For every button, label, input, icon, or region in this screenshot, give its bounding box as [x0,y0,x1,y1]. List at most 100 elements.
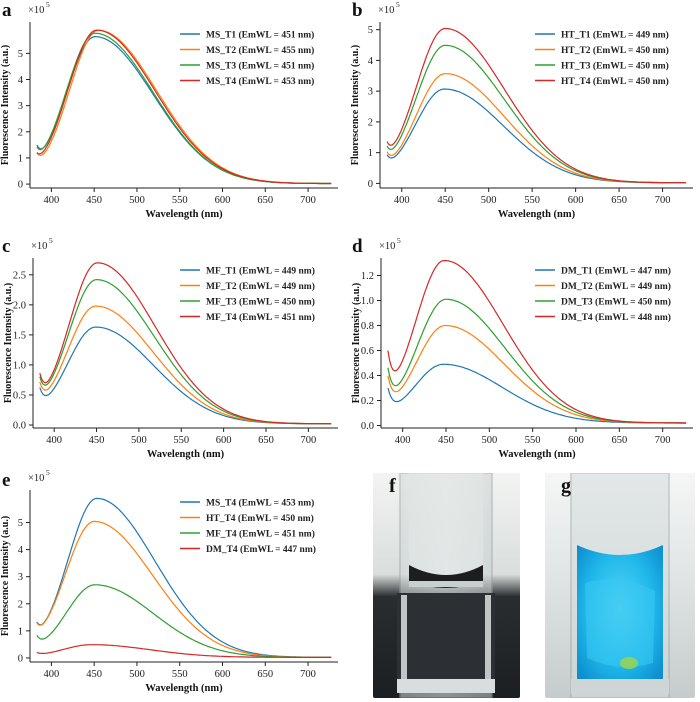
x-tick-label: 500 [131,435,147,446]
y-tick-label: 0.2 [361,396,374,407]
x-tick-label: 400 [395,435,411,446]
y-multiplier: ×10 [28,5,44,16]
legend-label-3: MS_T3 (EmWL = 451 nm) [206,61,314,72]
y-axis-label: Fluorescence Intensity (a.u.) [350,45,361,165]
y-axis-label: Fluorescence Intensity (a.u.) [351,283,362,403]
series-line-2 [386,73,686,184]
y-tick-label: 0 [18,653,23,664]
panel-label-b: b [352,0,363,21]
x-tick-label: 500 [481,195,497,206]
chart-panel-c: c 400 450 500 550 600 650 700 0.0 0.5 1.0 1.5 2.0 2.5… [2,236,338,460]
y-tick-label: 5 [18,49,23,60]
x-tick-label: 650 [611,435,627,446]
cuvette-daylight-illustration [373,473,520,698]
y-tick-label: 1.5 [13,330,26,341]
panel-label-g: g [561,475,571,497]
y-tick-label: 0 [368,179,373,190]
x-tick-label: 600 [216,435,232,446]
x-tick-label: 500 [129,669,145,680]
legend-label-3: DM_T3 (EmWL = 450 nm) [561,297,671,308]
panel-label-f: f [389,475,396,497]
x-tick-label: 700 [300,195,316,206]
series-line-2 [36,520,332,658]
x-tick-label: 600 [215,195,231,206]
y-multiplier: ×10 [31,241,47,252]
x-tick-label: 400 [46,435,62,446]
y-axis-label: Fluorescence Intensity (a.u.) [0,516,11,636]
x-tick-label: 450 [86,195,102,206]
cuvette-uv-illustration [545,473,695,698]
x-axis-label: Wavelength (nm) [145,209,223,220]
y-tick-label: 1 [18,626,23,637]
legend-label-1: MF_T1 (EmWL = 449 nm) [206,266,315,277]
series-line-2 [387,324,687,424]
x-tick-label: 550 [524,195,540,206]
x-tick-label: 400 [44,195,60,206]
series-line-1 [36,35,332,185]
x-axis-label: Wavelength (nm) [145,683,223,694]
series-line-4 [39,262,332,425]
series-line-1 [39,326,332,425]
x-tick-label: 700 [300,435,316,446]
y-tick-label: 0.0 [13,420,26,431]
y-tick-label: 3 [18,572,23,583]
y-tick-label: 1.2 [361,271,374,282]
legend-label-1: DM_T1 (EmWL = 447 nm) [561,266,671,277]
legend-label-2: MS_T2 (EmWL = 455 nm) [206,45,314,56]
y-tick-label: 4 [18,545,24,556]
x-tick-label: 700 [300,669,316,680]
y-tick-label: 2 [368,117,373,128]
photo-cuvette-daylight: f [373,473,520,698]
x-tick-label: 400 [44,669,60,680]
x-tick-label: 700 [655,195,671,206]
x-tick-label: 450 [89,435,105,446]
y-tick-label: 0.4 [361,371,375,382]
legend-label-4: HT_T4 (EmWL = 450 nm) [561,76,669,87]
x-tick-label: 650 [258,435,274,446]
series-line-4 [386,27,686,184]
series-line-2 [39,305,332,425]
legend-label-4: MF_T4 (EmWL = 451 nm) [206,312,315,323]
y-exponent: 5 [46,0,50,9]
legend-label-3: MF_T4 (EmWL = 451 nm) [206,529,315,540]
y-multiplier: ×10 [379,241,395,252]
x-tick-label: 700 [655,435,671,446]
y-multiplier: ×10 [378,5,394,16]
x-tick-label: 450 [438,435,454,446]
x-tick-label: 650 [257,669,273,680]
y-tick-label: 1.0 [361,296,374,307]
y-tick-label: 1.0 [13,360,26,371]
y-tick-label: 3 [18,101,23,112]
y-tick-label: 2.5 [13,270,26,281]
x-tick-label: 550 [525,435,541,446]
x-tick-label: 550 [172,669,188,680]
y-axis-label: Fluorescence Intensity (a.u.) [0,45,11,165]
x-tick-label: 450 [437,195,453,206]
x-tick-label: 600 [215,669,231,680]
x-tick-label: 600 [568,195,584,206]
legend-label-4: DM_T4 (EmWL = 448 nm) [561,312,671,323]
y-tick-label: 5 [18,518,23,529]
legend-label-2: HT_T4 (EmWL = 450 nm) [206,513,314,524]
x-tick-label: 500 [129,195,145,206]
panel-label-d: d [352,236,363,257]
x-tick-label: 550 [172,195,188,206]
legend-label-1: HT_T1 (EmWL = 449 nm) [561,30,669,41]
x-tick-label: 650 [611,195,627,206]
series-line-4 [36,644,332,658]
y-tick-label: 0.0 [361,421,374,432]
legend-label-1: MS_T4 (EmWL = 453 nm) [206,498,314,509]
y-tick-label: 1 [368,148,373,159]
y-tick-label: 4 [368,56,374,67]
y-tick-label: 0.6 [361,346,374,357]
legend-label-2: DM_T2 (EmWL = 449 nm) [561,281,671,292]
x-tick-label: 400 [394,195,410,206]
x-axis-label: Wavelength (nm) [498,209,576,220]
series-line-3 [36,584,332,658]
y-tick-label: 5 [368,25,373,36]
legend-label-4: MS_T4 (EmWL = 453 nm) [206,76,314,87]
legend-label-3: MF_T3 (EmWL = 450 nm) [206,297,315,308]
